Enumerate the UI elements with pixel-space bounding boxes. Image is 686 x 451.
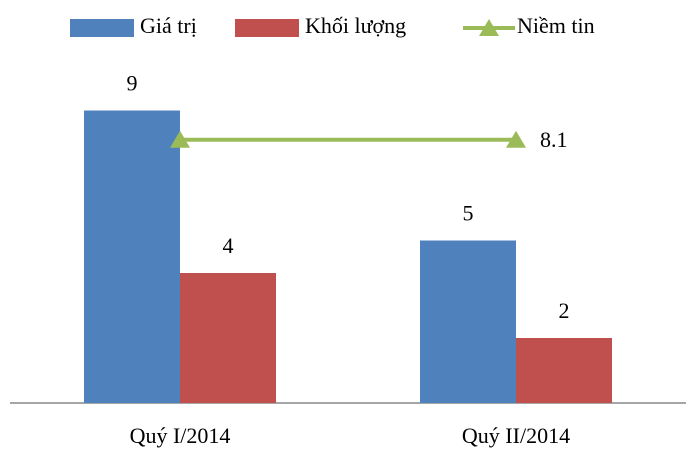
legend-label: Khối lượng: [305, 13, 406, 38]
legend-swatch: [70, 19, 134, 37]
data-label: 2: [559, 298, 570, 323]
line-marker: [506, 130, 526, 148]
data-label: 4: [223, 233, 234, 258]
x-tick-label: Quý II/2014: [462, 423, 570, 448]
data-label: 9: [127, 71, 138, 96]
data-label: 5: [463, 201, 474, 226]
x-tick-label: Quý I/2014: [130, 423, 231, 448]
legend-label: Giá trị: [140, 13, 197, 38]
bar: [516, 338, 612, 403]
legend-swatch: [235, 19, 299, 37]
data-label: 8.1: [540, 127, 568, 152]
legend-marker: [479, 19, 499, 36]
line-marker: [170, 130, 190, 148]
bar: [180, 273, 276, 403]
legend-label: Niềm tin: [517, 13, 595, 38]
bar: [84, 110, 180, 403]
bar: [420, 240, 516, 403]
